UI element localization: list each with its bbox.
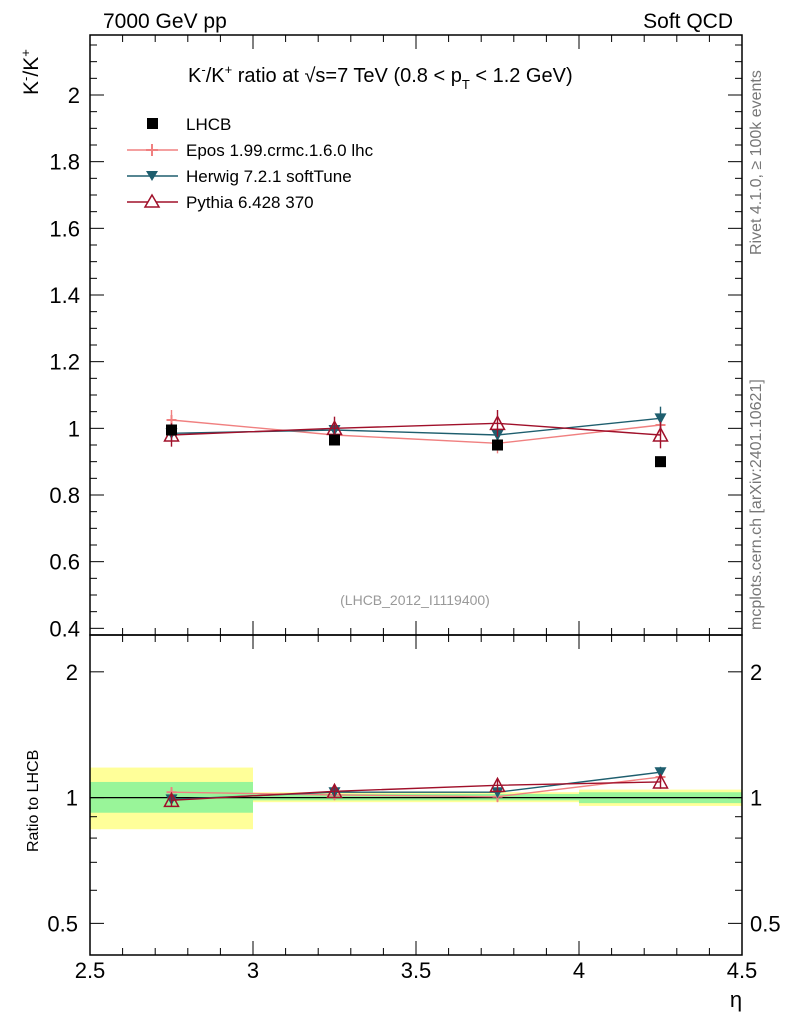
ratio-point-pythia <box>489 776 506 793</box>
main-y-tick-label: 1.4 <box>49 283 80 308</box>
legend: LHCB Epos 1.99.crmc.1.6.0 lhc Herwig 7.2… <box>127 115 374 212</box>
ratio-y-axis-label: Ratio to LHCB <box>25 750 42 852</box>
main-point-pythia <box>652 426 669 442</box>
x-tick-label: 2.5 <box>75 958 106 983</box>
main-y-axis-label: K-/K+ <box>18 49 43 95</box>
main-line-epos <box>171 419 661 445</box>
main-point-lhcb <box>492 439 503 451</box>
main-point-pythia <box>326 419 343 436</box>
ratio-point-pythia <box>652 773 669 789</box>
header-right: Soft QCD <box>643 10 733 33</box>
mcplots-text: mcplots.cern.ch [arXiv:2401.10621] <box>748 379 765 630</box>
x-tick-label: 3 <box>247 958 259 983</box>
main-point-lhcb <box>166 424 177 436</box>
legend-label-epos: Epos 1.99.crmc.1.6.0 lhc <box>186 141 374 160</box>
main-line-pythia <box>171 422 661 436</box>
ratio-y-tick-label: 1 <box>66 786 78 811</box>
main-title: K-/K+ ratio at √s=7 TeV (0.8 < pT < 1.2 … <box>188 62 573 92</box>
legend-marker-epos <box>146 144 158 156</box>
legend-marker-herwig <box>146 171 158 181</box>
main-point-lhcb <box>329 434 340 446</box>
main-y-tick-label: 2 <box>68 83 80 108</box>
x-axis-label: η <box>730 987 742 1012</box>
rivet-version-text: Rivet 4.1.0, ≥ 100k events <box>748 70 765 255</box>
main-y-tick-label: 0.8 <box>49 483 80 508</box>
header-left: 7000 GeV pp <box>103 10 227 33</box>
main-y-tick-label: 0.4 <box>49 616 80 641</box>
ratio-line-pythia <box>171 781 661 802</box>
ratio-y-tick-label: 0.5 <box>47 911 78 936</box>
ratio-y-tick-label-right: 1 <box>750 786 762 811</box>
main-y-tick-label: 0.6 <box>49 550 80 575</box>
x-tick-label: 4.5 <box>727 958 758 983</box>
ratio-point-herwig <box>491 787 504 799</box>
main-y-tick-label: 1 <box>68 416 80 441</box>
ratio-y-tick-label: 2 <box>66 660 78 685</box>
ratio-line-epos <box>171 776 661 798</box>
main-y-tick-label: 1.8 <box>49 150 80 175</box>
ratio-point-pythia <box>163 791 180 808</box>
x-tick-label: 3.5 <box>401 958 432 983</box>
legend-marker-pythia <box>143 193 161 208</box>
ratio-y-tick-label-right: 0.5 <box>750 911 781 936</box>
ratio-point-pythia <box>326 782 343 799</box>
legend-marker-lhcb <box>147 118 158 129</box>
main-y-tick-label: 1.6 <box>49 216 80 241</box>
main-point-pythia <box>489 414 506 431</box>
legend-label-herwig: Herwig 7.2.1 softTune <box>186 167 352 186</box>
main-point-herwig <box>654 413 667 425</box>
legend-label-lhcb: LHCB <box>186 115 231 134</box>
legend-label-pythia: Pythia 6.428 370 <box>186 193 314 212</box>
main-y-tick-label: 1.2 <box>49 350 80 375</box>
ratio-point-herwig <box>654 767 667 779</box>
ratio-y-tick-label-right: 2 <box>750 660 762 685</box>
main-point-lhcb <box>655 456 666 468</box>
x-tick-label: 4 <box>573 958 585 983</box>
analysis-tag: (LHCB_2012_I1119400) <box>340 592 490 608</box>
